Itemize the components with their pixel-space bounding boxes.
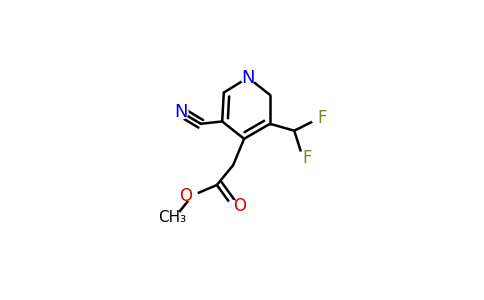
Circle shape xyxy=(163,209,181,226)
Circle shape xyxy=(174,105,188,119)
Circle shape xyxy=(297,152,308,164)
Circle shape xyxy=(241,70,255,85)
Circle shape xyxy=(186,190,197,202)
Text: O: O xyxy=(179,187,192,205)
Text: O: O xyxy=(233,197,246,215)
Circle shape xyxy=(312,112,323,124)
Text: CH₃: CH₃ xyxy=(158,210,186,225)
Text: F: F xyxy=(318,109,327,127)
Circle shape xyxy=(227,201,239,212)
Text: F: F xyxy=(302,149,312,167)
Text: N: N xyxy=(242,69,255,87)
Text: N: N xyxy=(174,103,188,121)
